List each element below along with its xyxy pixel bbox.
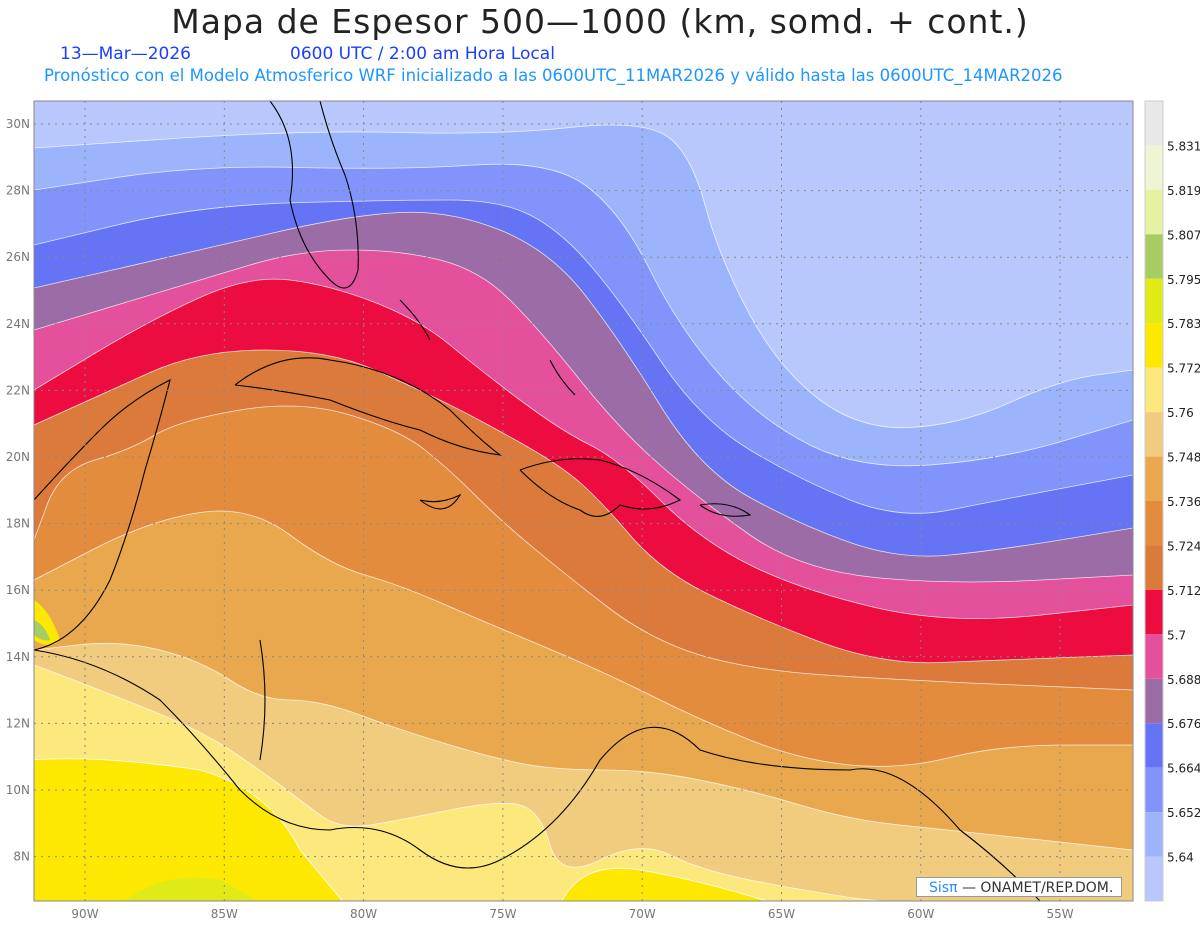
coastline [549, 359, 576, 396]
colorbar-swatch [1145, 189, 1163, 235]
colorbar-label: 5.819 [1167, 184, 1200, 198]
colorbar-label: 5.772 [1167, 362, 1200, 376]
colorbar-label: 5.712 [1167, 584, 1200, 598]
lon-label: 90W [71, 907, 98, 921]
credit-box: Sisπ — ONAMET/REP.DOM. [916, 877, 1122, 897]
lon-label: 70W [629, 907, 656, 921]
forecast-time: 0600 UTC / 2:00 am Hora Local [290, 44, 555, 64]
lat-label: 24N [6, 317, 30, 331]
colorbar-swatch [1145, 723, 1163, 768]
colorbar-label: 5.652 [1167, 806, 1200, 820]
colorbar-swatch [1145, 367, 1163, 413]
lon-label: 55W [1047, 907, 1074, 921]
colorbar-label: 5.676 [1167, 717, 1200, 731]
lat-label: 22N [6, 383, 30, 397]
colorbar-swatch [1145, 412, 1163, 457]
colorbar-frame [1144, 100, 1164, 902]
colorbar-label: 5.724 [1167, 539, 1200, 553]
colorbar-label: 5.64 [1167, 851, 1194, 865]
coastline [399, 299, 431, 341]
lat-label: 26N [6, 250, 30, 264]
lat-label: 18N [6, 517, 30, 531]
colorbar-swatch [1145, 501, 1163, 546]
lat-label: 8N [13, 850, 30, 864]
thickness-band [34, 758, 344, 901]
colorbar-label: 5.664 [1167, 762, 1200, 776]
colorbar-swatch [1145, 634, 1163, 679]
lat-label: 12N [6, 716, 30, 730]
colorbar-swatch [1145, 856, 1163, 901]
coastlines [34, 101, 1041, 901]
colorbar-label: 5.748 [1167, 451, 1200, 465]
lon-label: 65W [768, 907, 795, 921]
coastline [269, 101, 359, 289]
colorbar-swatch [1145, 767, 1163, 813]
coastline [699, 503, 752, 517]
colorbar-swatch [1145, 101, 1163, 146]
coastline [419, 493, 462, 510]
lon-label: 60W [907, 907, 934, 921]
coastline [234, 357, 502, 456]
colorbar-label: 5.7 [1167, 628, 1186, 642]
colorbar: 5.831 5.819 5.807 5.795 5.783 5.772 5.76 5.748 5… [1144, 100, 1200, 902]
lat-label: 28N [6, 184, 30, 198]
coastline [519, 458, 682, 517]
sispi-logo: Sisπ [929, 880, 958, 896]
colorbar-label: 5.783 [1167, 317, 1200, 331]
lat-lon-grid [34, 101, 1133, 901]
lat-label: 14N [6, 650, 30, 664]
thickness-band [34, 620, 50, 641]
colorbar-swatch [1145, 812, 1163, 857]
colorbar-swatch [1145, 456, 1163, 501]
coastline [259, 639, 266, 761]
colorbar-swatch [1145, 545, 1163, 590]
colorbar-label: 5.795 [1167, 273, 1200, 287]
lon-label: 80W [350, 907, 377, 921]
thickness-band [124, 877, 256, 901]
colorbar-label: 5.736 [1167, 495, 1200, 509]
colorbar-label: 5.831 [1167, 139, 1200, 153]
colorbar-label: 5.76 [1167, 406, 1194, 420]
forecast-date: 13—Mar—2026 [60, 44, 191, 64]
colorbar-swatch [1145, 234, 1163, 279]
coastline [34, 649, 1041, 901]
credit-text: — ONAMET/REP.DOM. [957, 880, 1114, 896]
map-frame [33, 100, 1134, 902]
colorbar-swatch [1145, 145, 1163, 190]
colorbar-swatch [1145, 589, 1163, 635]
lon-label: 75W [489, 907, 516, 921]
lat-label: 16N [6, 583, 30, 597]
colorbar-swatch [1145, 323, 1163, 368]
colorbar-label: 5.688 [1167, 673, 1200, 687]
lat-label: 30N [6, 117, 30, 131]
colorbar-swatch [1145, 278, 1163, 324]
thickness-band [561, 867, 769, 901]
colorbar-label: 5.807 [1167, 228, 1200, 242]
lat-label: 10N [6, 783, 30, 797]
lon-label: 85W [211, 907, 238, 921]
lat-label: 20N [6, 450, 30, 464]
coastline [34, 378, 171, 651]
colorbar-swatch [1145, 678, 1163, 724]
thickness-contour-fills [34, 101, 1133, 901]
model-subtitle: Pronóstico con el Modelo Atmosferico WRF… [44, 66, 1063, 85]
map-title: Mapa de Espesor 500—1000 (km, somd. + co… [171, 2, 1029, 41]
